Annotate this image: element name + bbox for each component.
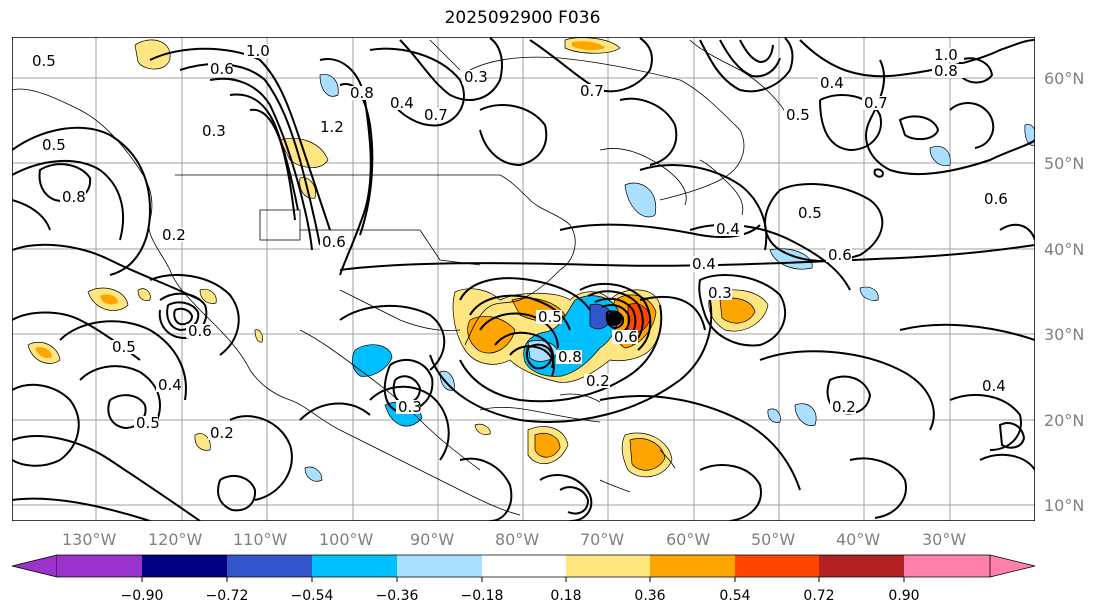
colorbar-tick: −0.54 [291, 588, 334, 604]
colorbar-bin [142, 555, 227, 577]
lon-label: 100°W [319, 530, 374, 549]
contour-label: 0.6 [188, 322, 212, 340]
contour-label: 0.7 [864, 94, 888, 112]
lon-label: 130°W [62, 530, 117, 549]
lat-label: 50°N [1044, 154, 1084, 173]
lon-label: 30°W [922, 530, 966, 549]
colorbar-bin [57, 555, 142, 577]
colorbar-tick: −0.18 [461, 588, 504, 604]
contour-label: 1.0 [246, 42, 270, 60]
contour-label: 0.4 [820, 74, 844, 92]
map-title: 2025092900 F036 [444, 8, 601, 28]
longitude-axis: 130°W 120°W 110°W 100°W 90°W 80°W 70°W 6… [62, 530, 966, 549]
lat-label: 30°N [1044, 325, 1084, 344]
contour-label: 0.2 [586, 372, 610, 390]
colorbar-extend-low [11, 554, 58, 578]
contour-label: 0.8 [934, 62, 958, 80]
colorbar-bin [566, 555, 650, 577]
contour-label: 0.5 [798, 204, 822, 222]
colorbar-bin [482, 555, 566, 577]
colorbar-bin [312, 555, 397, 577]
colorbar-tick: −0.72 [206, 588, 249, 604]
contour-label: 0.3 [398, 398, 422, 416]
lon-label: 60°W [666, 530, 710, 549]
contour-label: 0.4 [982, 377, 1006, 395]
lon-label: 40°W [836, 530, 880, 549]
colorbar-bin [904, 555, 990, 577]
contour-label: 1.0 [934, 46, 958, 64]
colorbar-tick: −0.36 [376, 588, 419, 604]
contour-label: 0.6 [210, 60, 234, 78]
contour-labels: 0.5 1.0 0.6 0.8 0.7 0.4 0.3 1.2 0.6 0.2 … [30, 42, 1010, 442]
contour-label: 0.5 [786, 106, 810, 124]
contour-label: 0.6 [322, 233, 346, 251]
contour-label: 0.6 [984, 190, 1008, 208]
contour-label: 0.8 [62, 188, 86, 206]
contour-label: 0.5 [538, 308, 562, 326]
contour-label: 0.8 [350, 84, 374, 102]
contour-label: 0.4 [390, 94, 414, 112]
colorbar-tick: −0.90 [121, 588, 164, 604]
contour-label: 0.3 [708, 284, 732, 302]
contour-label: 1.2 [320, 118, 344, 136]
lon-label: 80°W [495, 530, 539, 549]
colorbar-bin [735, 555, 819, 577]
colorbar-tick: 0.72 [803, 588, 834, 604]
contour-label: 0.3 [464, 68, 488, 86]
lat-label: 60°N [1044, 69, 1084, 88]
contour-label: 0.5 [136, 414, 160, 432]
contour-label: 0.8 [558, 348, 582, 366]
contour-label: 0.6 [828, 246, 852, 264]
lat-label: 40°N [1044, 240, 1084, 259]
contour-label: 0.4 [692, 255, 716, 273]
colorbar-tick: 0.54 [719, 588, 750, 604]
contour-label: 0.7 [580, 82, 604, 100]
colorbar-bin [819, 555, 904, 577]
contour-label: 0.5 [32, 52, 56, 70]
colorbar-bin [650, 555, 735, 577]
colorbar-extend-high [989, 554, 1036, 578]
contour-label: 0.2 [210, 424, 234, 442]
colorbar-bin [397, 555, 482, 577]
colorbar-tick: 0.90 [888, 588, 919, 604]
lon-label: 70°W [580, 530, 624, 549]
contour-label: 0.2 [162, 226, 186, 244]
lon-label: 120°W [148, 530, 203, 549]
low-center-marker [606, 312, 622, 326]
contour-label: 0.4 [158, 376, 182, 394]
lat-label: 20°N [1044, 411, 1084, 430]
contour-label: 0.5 [42, 136, 66, 154]
contour-label: 0.6 [614, 328, 638, 346]
colorbar-tick: 0.36 [634, 588, 665, 604]
lat-label: 10°N [1044, 496, 1084, 515]
lon-label: 50°W [751, 530, 795, 549]
contour-label: 0.7 [424, 106, 448, 124]
colorbar-bin [227, 555, 312, 577]
map-panel: 0.5 1.0 0.6 0.8 0.7 0.4 0.3 1.2 0.6 0.2 … [12, 37, 1035, 521]
lon-label: 90°W [410, 530, 454, 549]
contour-label: 0.4 [716, 220, 740, 238]
colorbar: −0.90 −0.72 −0.54 −0.36 −0.18 0.18 0.36 … [11, 554, 1036, 604]
contour-label: 0.2 [832, 398, 856, 416]
colorbar-tick: 0.18 [550, 588, 581, 604]
contour-label: 0.3 [202, 122, 226, 140]
lon-label: 110°W [233, 530, 288, 549]
latitude-axis: 60°N 50°N 40°N 30°N 20°N 10°N [1044, 69, 1084, 515]
contour-label: 0.5 [112, 338, 136, 356]
